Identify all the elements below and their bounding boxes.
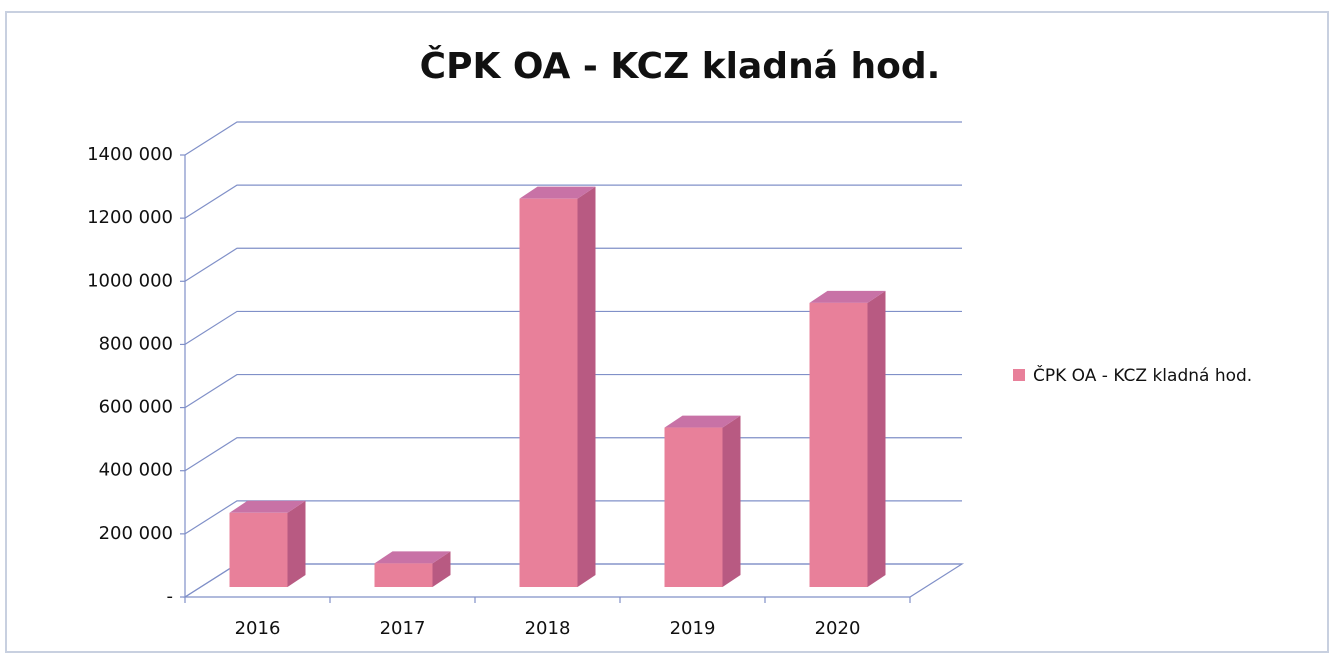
y-tick-label: 1200 000 (87, 207, 173, 228)
legend-marker (1013, 369, 1025, 381)
bar-top (519, 186, 596, 199)
bar (374, 563, 433, 587)
x-tick-label: 2020 (815, 618, 861, 639)
x-tick-label: 2016 (235, 618, 281, 639)
grid-line (184, 121, 962, 156)
bar-side (722, 415, 741, 587)
chart-title: ČPK OA - KCZ kladná hod. (420, 45, 941, 87)
y-tick-label: 800 000 (99, 333, 173, 354)
y-tick-label: 600 000 (99, 397, 173, 418)
bar-top (664, 415, 741, 428)
x-tick-label: 2017 (380, 618, 426, 639)
legend-label: ČPK OA - KCZ kladná hod. (1033, 364, 1252, 386)
y-tick-label: - (167, 586, 174, 607)
x-tick-label: 2018 (525, 618, 571, 639)
grid-line (184, 310, 962, 345)
bar (519, 198, 578, 587)
x-tick-label: 2019 (670, 618, 716, 639)
bar-side (577, 186, 596, 587)
bar-side (867, 290, 886, 587)
bar-top (229, 500, 306, 513)
bar (809, 302, 868, 587)
bar-top (809, 290, 886, 303)
chart-frame (5, 11, 1329, 653)
grid-line (184, 247, 962, 282)
y-tick-label: 1400 000 (87, 144, 173, 165)
bar (229, 512, 288, 587)
y-tick-label: 200 000 (99, 523, 173, 544)
bar (664, 427, 723, 587)
grid-line (184, 373, 962, 409)
bar-top (374, 551, 451, 564)
bar-side (432, 551, 451, 587)
grid-line (184, 184, 962, 219)
bar-side (287, 500, 306, 587)
y-tick-label: 1000 000 (87, 270, 173, 291)
y-tick-label: 400 000 (99, 460, 173, 481)
